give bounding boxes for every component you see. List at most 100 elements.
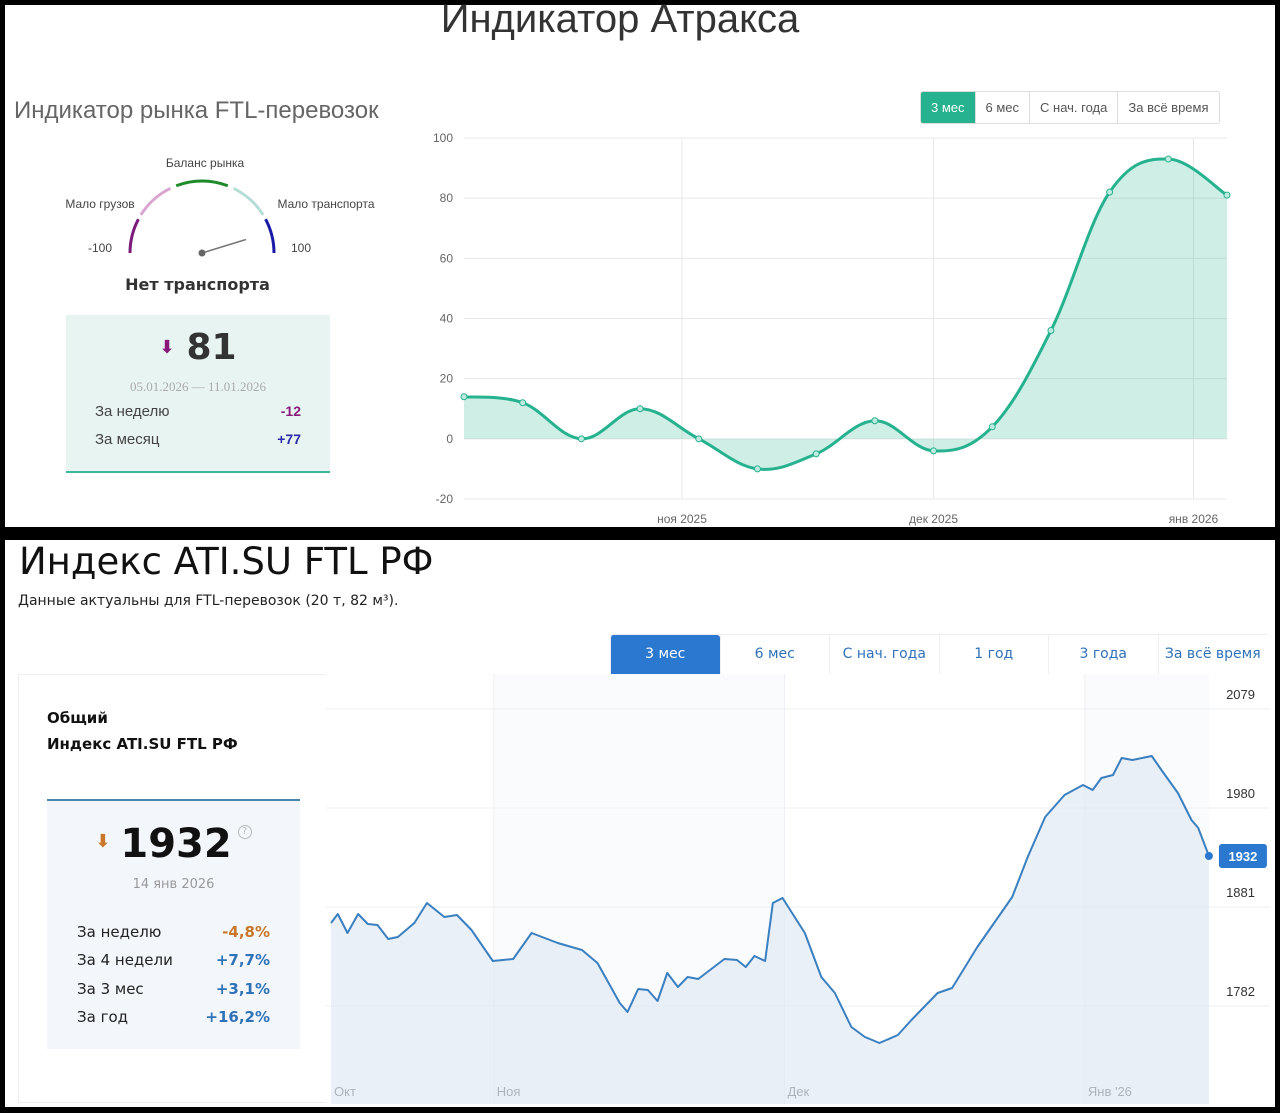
index-date: 14 янв 2026 <box>132 877 215 892</box>
index-chart: ОктНояДекЯнв '2620791980188117821932 <box>326 674 1270 1104</box>
data-point <box>636 405 644 413</box>
y-tick-label: 40 <box>440 312 454 326</box>
stat-label: За 4 недели <box>77 951 173 969</box>
range-ytd-button[interactable]: С нач. года <box>829 635 939 674</box>
y-tick-label: 2079 <box>1226 687 1255 702</box>
indicator-value: 81 <box>186 327 237 368</box>
x-tick-label: дек 2025 <box>909 512 958 526</box>
stat-row-week: За неделю -12 <box>95 403 301 420</box>
series-line <box>463 157 1228 471</box>
y-tick-label: 100 <box>433 131 453 145</box>
data-point <box>460 393 468 401</box>
indicator-chart: 100 80 60 40 20 0 -20 ноя 2025 дек 2025 янв 2026 <box>433 131 1231 526</box>
y-tick-label: 1782 <box>1226 984 1255 999</box>
gauge-pivot <box>198 249 206 257</box>
last-point-marker <box>1204 852 1213 860</box>
data-point <box>695 435 703 443</box>
stat-label: За неделю <box>95 403 170 420</box>
data-point <box>812 450 820 458</box>
gauge-label-few-transport: Мало транспорта <box>277 197 374 211</box>
index-title: Индекс ATI.SU FTL РФ <box>19 540 434 583</box>
indicator-card: ⬇ 81 05.01.2026 — 11.01.2026 За неделю -12… <box>66 315 330 473</box>
indicator-period: 05.01.2026 — 11.01.2026 <box>129 379 267 394</box>
indicator-value-line: ⬇ 81 <box>66 327 330 368</box>
y-tick-label: 20 <box>440 372 454 386</box>
gauge-segment <box>128 218 140 254</box>
gauge-segment <box>232 186 265 216</box>
y-tick-label: 1881 <box>1226 885 1255 900</box>
ati-index-panel: Индекс ATI.SU FTL РФ Данные актуальны дл… <box>5 540 1275 1107</box>
index-heading-line2: Индекс ATI.SU FTL РФ <box>47 735 238 753</box>
y-tick-label: 1980 <box>1226 786 1255 801</box>
stat-row-month: За месяц +77 <box>95 431 301 448</box>
stat-value: +16,2% <box>205 1008 270 1026</box>
index-description: Данные актуальны для FTL-перевозок (20 т… <box>18 593 399 609</box>
main-title: Индикатор Атракса <box>440 0 800 41</box>
range-3m-button[interactable]: 3 мес <box>610 635 720 674</box>
y-tick-label: 0 <box>446 432 453 446</box>
index-summary: Общий Индекс ATI.SU FTL РФ ⬇ 1932? 14 янв … <box>18 674 326 1103</box>
index-heading: Общий Индекс ATI.SU FTL РФ <box>47 705 238 757</box>
stat-label: За месяц <box>95 431 160 448</box>
range-6m-button[interactable]: 6 мес <box>719 635 830 674</box>
range-3m-button[interactable]: 3 мес <box>921 92 975 123</box>
data-point <box>1047 327 1055 335</box>
market-indicator-title: Индикатор рынка FTL-перевозок <box>14 97 379 124</box>
data-point <box>753 465 761 473</box>
atrax-indicator-panel: Индикатор Атракса Индикатор рынка FTL-пе… <box>5 0 1275 527</box>
range-selector: 3 мес 6 мес С нач. года За всё время <box>920 91 1220 124</box>
data-point <box>930 447 938 455</box>
data-point <box>988 423 996 431</box>
range-3y-button[interactable]: 3 года <box>1048 635 1158 674</box>
stat-row: За неделю -4,8% <box>77 923 270 941</box>
help-icon[interactable]: ? <box>237 825 252 839</box>
area-fill <box>464 159 1227 470</box>
stat-value: -4,8% <box>222 923 270 941</box>
index-heading-line1: Общий <box>47 709 108 727</box>
data-point <box>871 417 879 425</box>
gauge-needle <box>201 238 247 254</box>
stat-row: За 4 недели +7,7% <box>77 951 270 969</box>
stat-row: За 3 мес +3,1% <box>77 980 270 998</box>
index-range-selector: 3 мес 6 мес С нач. года 1 год 3 года За … <box>610 634 1267 674</box>
y-tick-label: 60 <box>440 251 454 265</box>
arrow-down-icon: ⬇ <box>95 831 111 852</box>
x-tick-label: ноя 2025 <box>657 512 707 526</box>
stat-value: +3,1% <box>215 980 270 998</box>
last-value-badge <box>1218 844 1267 868</box>
index-value: 1932 <box>120 821 232 867</box>
range-ytd-button[interactable]: С нач. года <box>1029 92 1117 123</box>
gauge-segment <box>175 179 229 188</box>
stat-value: +77 <box>277 431 301 447</box>
range-all-button[interactable]: За всё время <box>1157 635 1268 674</box>
stat-label: За 3 мес <box>77 980 144 998</box>
y-tick-label: -20 <box>436 492 454 506</box>
data-point <box>577 435 585 443</box>
y-tick-label: 80 <box>440 191 454 205</box>
data-point <box>1106 188 1114 196</box>
index-card: ⬇ 1932? 14 янв 2026 За неделю -4,8% За 4 н… <box>47 799 300 1049</box>
stat-label: За неделю <box>77 923 162 941</box>
gauge-segment <box>264 218 276 254</box>
series-line <box>330 755 1210 1044</box>
gauge-min-label: -100 <box>88 241 112 255</box>
gauge-max-label: 100 <box>291 241 311 255</box>
stat-value: -12 <box>280 403 301 419</box>
arrow-down-icon: ⬇ <box>159 337 175 358</box>
x-tick-label: янв 2026 <box>1169 512 1219 526</box>
range-6m-button[interactable]: 6 мес <box>974 92 1030 123</box>
stat-row: За год +16,2% <box>77 1008 270 1026</box>
gauge-label-balance: Баланс рынка <box>166 156 245 170</box>
stat-label: За год <box>77 1008 129 1026</box>
market-status: Нет транспорта <box>125 275 270 294</box>
gauge-segment <box>139 186 172 216</box>
gauge-label-few-cargo: Мало грузов <box>65 197 134 211</box>
market-gauge: Баланс рынка Мало грузов Мало транспорта… <box>65 156 375 257</box>
last-value-label: 1932 <box>1228 849 1257 864</box>
range-1y-button[interactable]: 1 год <box>938 635 1049 674</box>
data-point <box>519 399 527 407</box>
stat-value: +7,7% <box>215 951 270 969</box>
range-all-button[interactable]: За всё время <box>1117 92 1218 123</box>
data-point <box>1223 191 1231 199</box>
index-value-line: ⬇ 1932? <box>47 821 300 867</box>
